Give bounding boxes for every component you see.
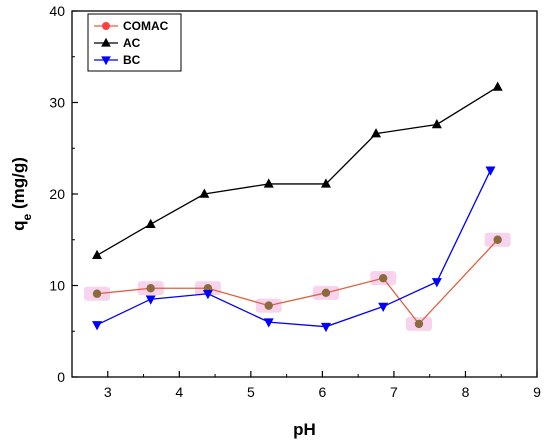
data-point xyxy=(199,188,210,198)
series-comac xyxy=(84,232,511,331)
data-point xyxy=(145,218,156,228)
data-point xyxy=(378,302,389,313)
data-point xyxy=(320,178,331,188)
data-point xyxy=(146,284,155,293)
legend-marker xyxy=(101,37,111,47)
y-tick-label: 10 xyxy=(49,278,65,294)
data-point xyxy=(321,288,331,298)
legend-label: COMAC xyxy=(123,19,169,33)
data-point xyxy=(264,301,273,310)
legend-label: BC xyxy=(123,53,141,67)
y-axis-title-unit: (mg/g) xyxy=(9,157,28,214)
legend: COMAC AC BC xyxy=(87,13,182,72)
y-tick-label: 40 xyxy=(49,3,65,19)
x-tick-label: 6 xyxy=(318,384,326,400)
x-tick-label: 3 xyxy=(104,384,112,400)
x-tick-label: 9 xyxy=(533,384,541,400)
data-point xyxy=(485,166,496,176)
data-point xyxy=(414,319,424,329)
x-tick-label: 4 xyxy=(175,384,183,400)
series-ac xyxy=(92,81,503,260)
legend-marker xyxy=(102,22,110,30)
y-tick-label: 20 xyxy=(49,186,65,202)
legend-label: AC xyxy=(123,36,141,50)
data-point xyxy=(371,128,382,138)
data-point xyxy=(145,295,156,305)
data-point xyxy=(431,278,442,288)
data-point xyxy=(263,318,274,328)
data-point xyxy=(493,235,502,244)
data-point xyxy=(92,289,102,298)
y-tick-label: 30 xyxy=(49,95,65,111)
x-tick-label: 7 xyxy=(390,384,398,400)
data-point xyxy=(92,249,103,260)
series-line-ac xyxy=(96,86,498,256)
x-tick-label: 5 xyxy=(247,384,255,400)
series-layer xyxy=(84,81,511,333)
y-axis-title-main: q xyxy=(9,220,28,230)
y-tick-label: 0 xyxy=(57,369,65,385)
x-tick-label: 8 xyxy=(462,384,470,400)
y-axis-title: qe (mg/g) xyxy=(9,157,34,231)
series-line-comac xyxy=(96,239,499,325)
series-bc xyxy=(92,166,496,333)
data-point xyxy=(492,81,503,91)
series-line-bc xyxy=(96,169,492,328)
data-point xyxy=(202,289,213,300)
y-axis-title-subscript: e xyxy=(20,213,34,220)
axis-ticks: 3 4 5 6 7 8 9 0 10 20 30 40 xyxy=(49,3,541,400)
data-point xyxy=(378,273,388,283)
data-point xyxy=(92,321,103,331)
data-point xyxy=(431,118,442,129)
x-axis-title: pH xyxy=(293,420,316,439)
data-point xyxy=(320,322,331,333)
legend-marker xyxy=(101,56,111,66)
data-point xyxy=(263,178,274,188)
